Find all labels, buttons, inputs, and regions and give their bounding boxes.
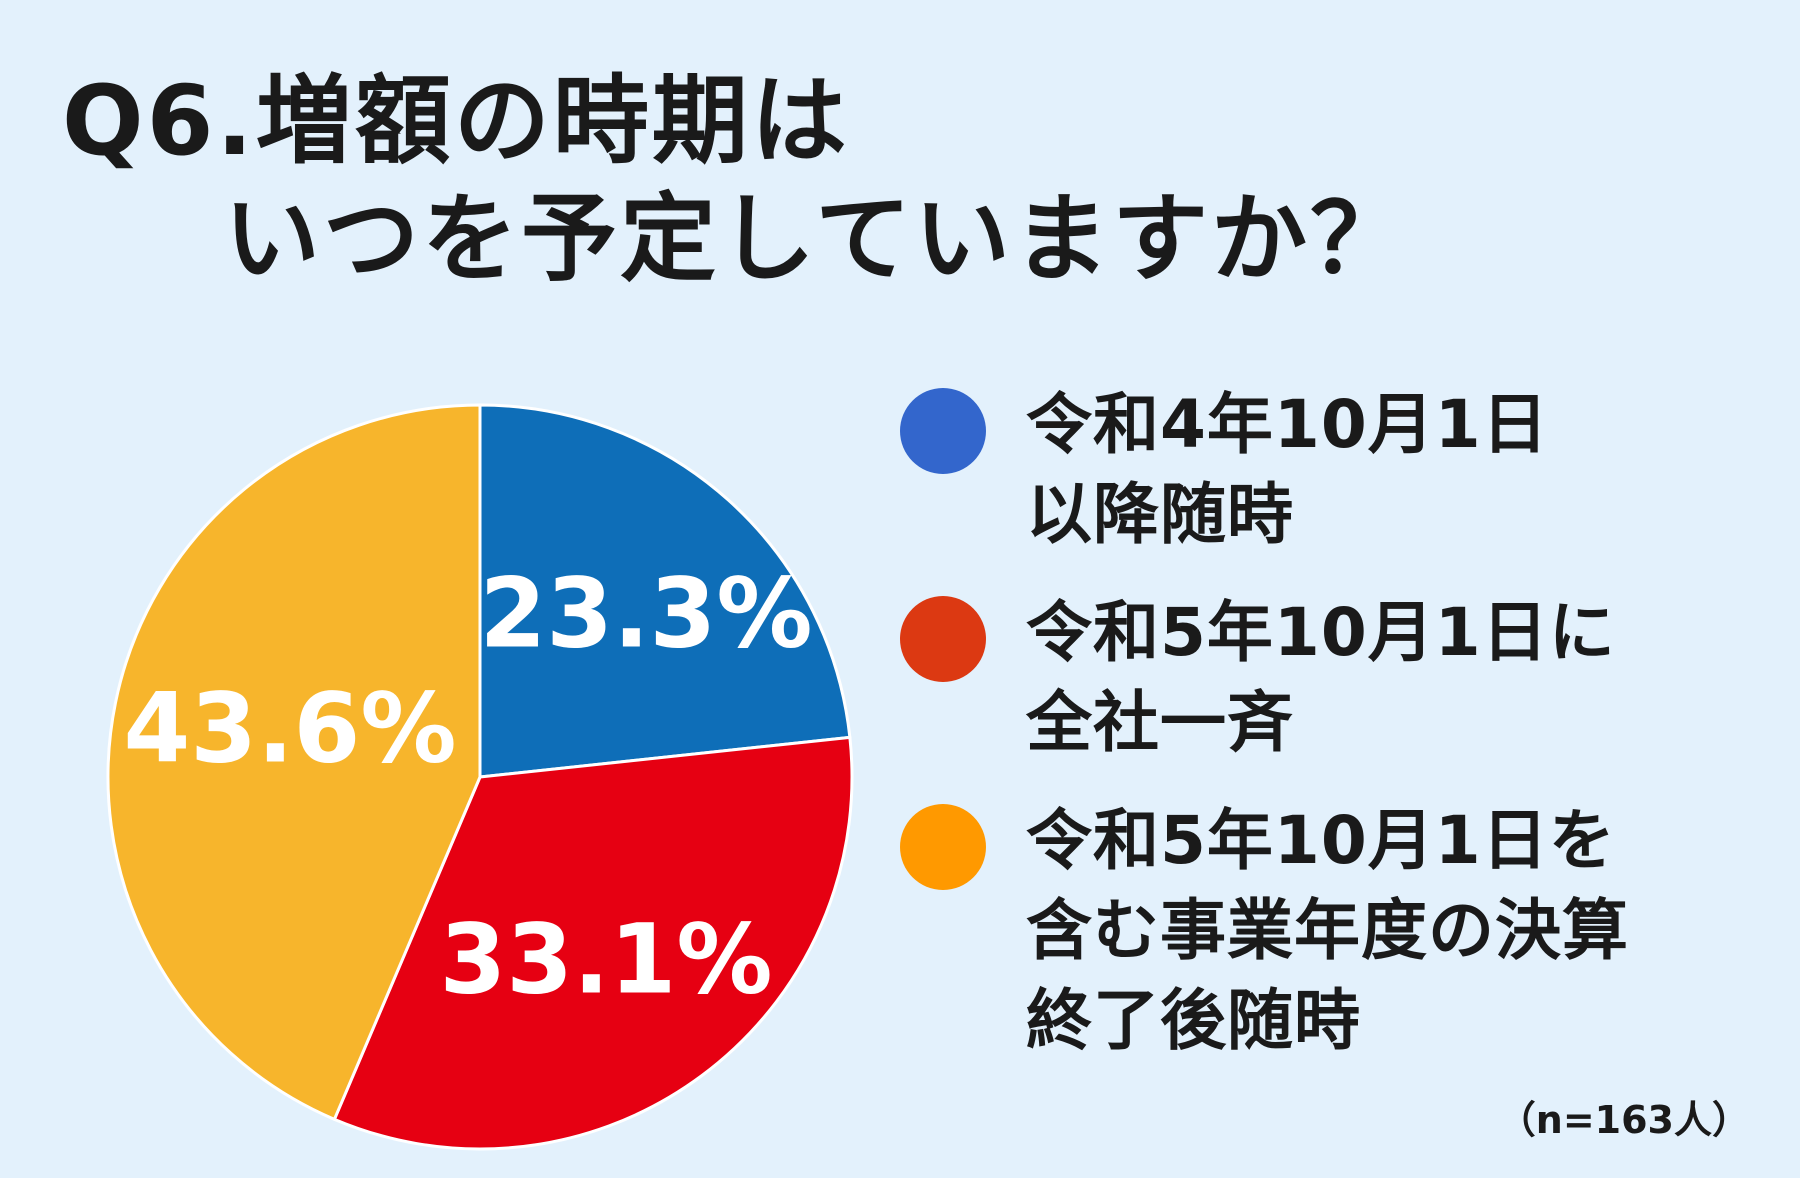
chart-title: Q6.増額の時期は いつを予定していますか？ <box>62 62 1409 298</box>
chart-title-line-1: Q6.増額の時期は <box>62 65 850 177</box>
pie-slice-3 <box>106 403 482 1121</box>
legend-swatch-2 <box>900 596 986 682</box>
pie-chart: 23.3% 33.1% 43.6% <box>106 403 854 1151</box>
legend-item-1: 令和4年10月1日 以降随時 <box>900 380 1780 560</box>
legend-label-3: 令和5年10月1日を 含む事業年度の決算 終了後随時 <box>1026 802 1629 1059</box>
legend-swatch-3 <box>900 804 986 890</box>
pie-slice-1 <box>478 403 852 779</box>
legend-label-1: 令和4年10月1日 以降随時 <box>1026 386 1549 553</box>
chart-title-line-2: いつを予定していますか？ <box>224 183 1410 295</box>
pie-slice-label-2: 33.1% <box>439 903 772 1015</box>
legend-item-3: 令和5年10月1日を 含む事業年度の決算 終了後随時 <box>900 796 1780 1066</box>
legend: 令和4年10月1日 以降随時 令和5年10月1日に 全社一斉 令和5年10月1日… <box>900 380 1780 1094</box>
legend-swatch-1 <box>900 388 986 474</box>
legend-item-2: 令和5年10月1日に 全社一斉 <box>900 588 1780 768</box>
legend-label-2: 令和5年10月1日に 全社一斉 <box>1026 594 1616 761</box>
pie-slice-label-3: 43.6% <box>123 672 456 784</box>
pie-slice-label-1: 23.3% <box>479 557 812 669</box>
sample-size-note: （n=163人） <box>1497 1098 1750 1142</box>
pie-slice-2 <box>332 735 854 1151</box>
